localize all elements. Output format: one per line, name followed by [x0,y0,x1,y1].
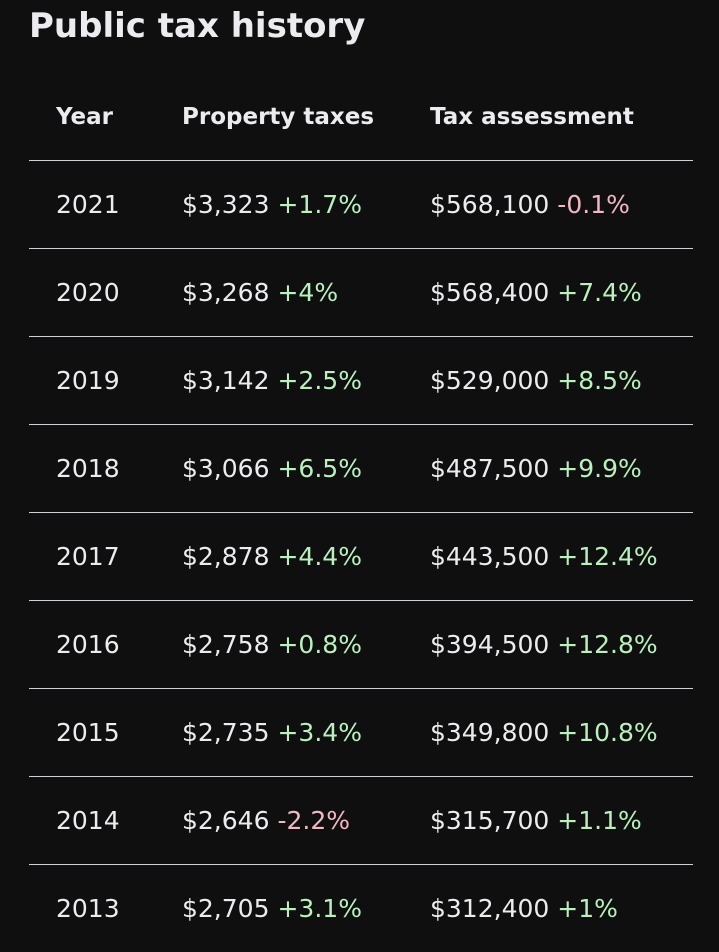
property-tax-change: +2.5% [277,366,362,395]
property-tax-change: +3.1% [277,894,362,923]
year-cell: 2017 [56,542,120,571]
tax-assessment-value: $315,700 [430,806,550,835]
tax-assessment-change: +1.1% [557,806,642,835]
year-cell: 2018 [56,454,120,483]
property-tax-change: -2.2% [277,806,351,835]
property-tax-change: +6.5% [277,454,362,483]
column-header-year: Year [56,104,114,130]
table-row: 2021 $3,323 +1.7% $568,100 -0.1% [29,161,693,249]
tax-assessment-value: $443,500 [430,542,550,571]
property-tax-value: $3,323 [182,190,270,219]
year-cell: 2013 [56,894,120,923]
tax-assessment-change: +12.8% [557,630,658,659]
table-row: 2015 $2,735 +3.4% $349,800 +10.8% [29,689,693,777]
tax-assessment-change: +7.4% [557,278,642,307]
tax-assessment-cell: $443,500 +12.4% [430,513,658,600]
year-cell: 2020 [56,278,120,307]
table-row: 2019 $3,142 +2.5% $529,000 +8.5% [29,337,693,425]
tax-assessment-change: +9.9% [557,454,642,483]
column-header-property-taxes: Property taxes [182,104,375,130]
property-tax-value: $2,758 [182,630,270,659]
table-row: 2017 $2,878 +4.4% $443,500 +12.4% [29,513,693,601]
property-tax-value: $3,142 [182,366,270,395]
tax-assessment-cell: $487,500 +9.9% [430,425,642,512]
tax-assessment-change: +1% [557,894,618,923]
tax-assessment-value: $529,000 [430,366,550,395]
column-header-tax-assessment: Tax assessment [430,104,634,130]
year-cell: 2016 [56,630,120,659]
table-row: 2018 $3,066 +6.5% $487,500 +9.9% [29,425,693,513]
property-tax-change: +1.7% [277,190,362,219]
tax-assessment-change: +8.5% [557,366,642,395]
tax-assessment-cell: $315,700 +1.1% [430,777,642,864]
table-header-row: Year Property taxes Tax assessment [29,74,693,161]
tax-assessment-value: $394,500 [430,630,550,659]
tax-assessment-cell: $394,500 +12.8% [430,601,658,688]
property-tax-change: +0.8% [277,630,362,659]
property-tax-cell: $2,735 +3.4% [182,689,362,776]
year-cell: 2021 [56,190,120,219]
year-cell: 2014 [56,806,120,835]
tax-assessment-value: $568,400 [430,278,550,307]
property-tax-change: +4.4% [277,542,362,571]
property-tax-value: $3,268 [182,278,270,307]
property-tax-value: $2,705 [182,894,270,923]
property-tax-cell: $3,066 +6.5% [182,425,362,512]
tax-assessment-value: $487,500 [430,454,550,483]
property-tax-value: $2,878 [182,542,270,571]
year-cell: 2015 [56,718,120,747]
property-tax-cell: $3,268 +4% [182,249,338,336]
tax-assessment-cell: $529,000 +8.5% [430,337,642,424]
property-tax-cell: $2,646 -2.2% [182,777,350,864]
property-tax-value: $2,646 [182,806,270,835]
tax-assessment-cell: $312,400 +1% [430,865,618,952]
property-tax-change: +4% [277,278,339,307]
table-row: 2020 $3,268 +4% $568,400 +7.4% [29,249,693,337]
property-tax-change: +3.4% [277,718,362,747]
tax-assessment-cell: $568,400 +7.4% [430,249,642,336]
property-tax-cell: $2,758 +0.8% [182,601,362,688]
tax-assessment-change: -0.1% [557,190,630,219]
table-row: 2014 $2,646 -2.2% $315,700 +1.1% [29,777,693,865]
property-tax-value: $3,066 [182,454,270,483]
tax-assessment-value: $312,400 [430,894,550,923]
year-cell: 2019 [56,366,120,395]
table-body: 2021 $3,323 +1.7% $568,100 -0.1% 2020 $3,268 +4… [29,161,693,952]
property-tax-cell: $3,142 +2.5% [182,337,362,424]
tax-assessment-change: +12.4% [557,542,658,571]
tax-assessment-value: $568,100 [430,190,550,219]
tax-history-table: Year Property taxes Tax assessment 2021 $… [29,74,693,952]
table-row: 2016 $2,758 +0.8% $394,500 +12.8% [29,601,693,689]
property-tax-value: $2,735 [182,718,270,747]
table-row: 2013 $2,705 +3.1% $312,400 +1% [29,865,693,952]
property-tax-cell: $2,705 +3.1% [182,865,362,952]
property-tax-cell: $2,878 +4.4% [182,513,362,600]
page-title: Public tax history [29,6,366,46]
tax-assessment-change: +10.8% [557,718,658,747]
tax-assessment-value: $349,800 [430,718,550,747]
tax-assessment-cell: $349,800 +10.8% [430,689,658,776]
property-tax-cell: $3,323 +1.7% [182,161,362,248]
tax-assessment-cell: $568,100 -0.1% [430,161,630,248]
